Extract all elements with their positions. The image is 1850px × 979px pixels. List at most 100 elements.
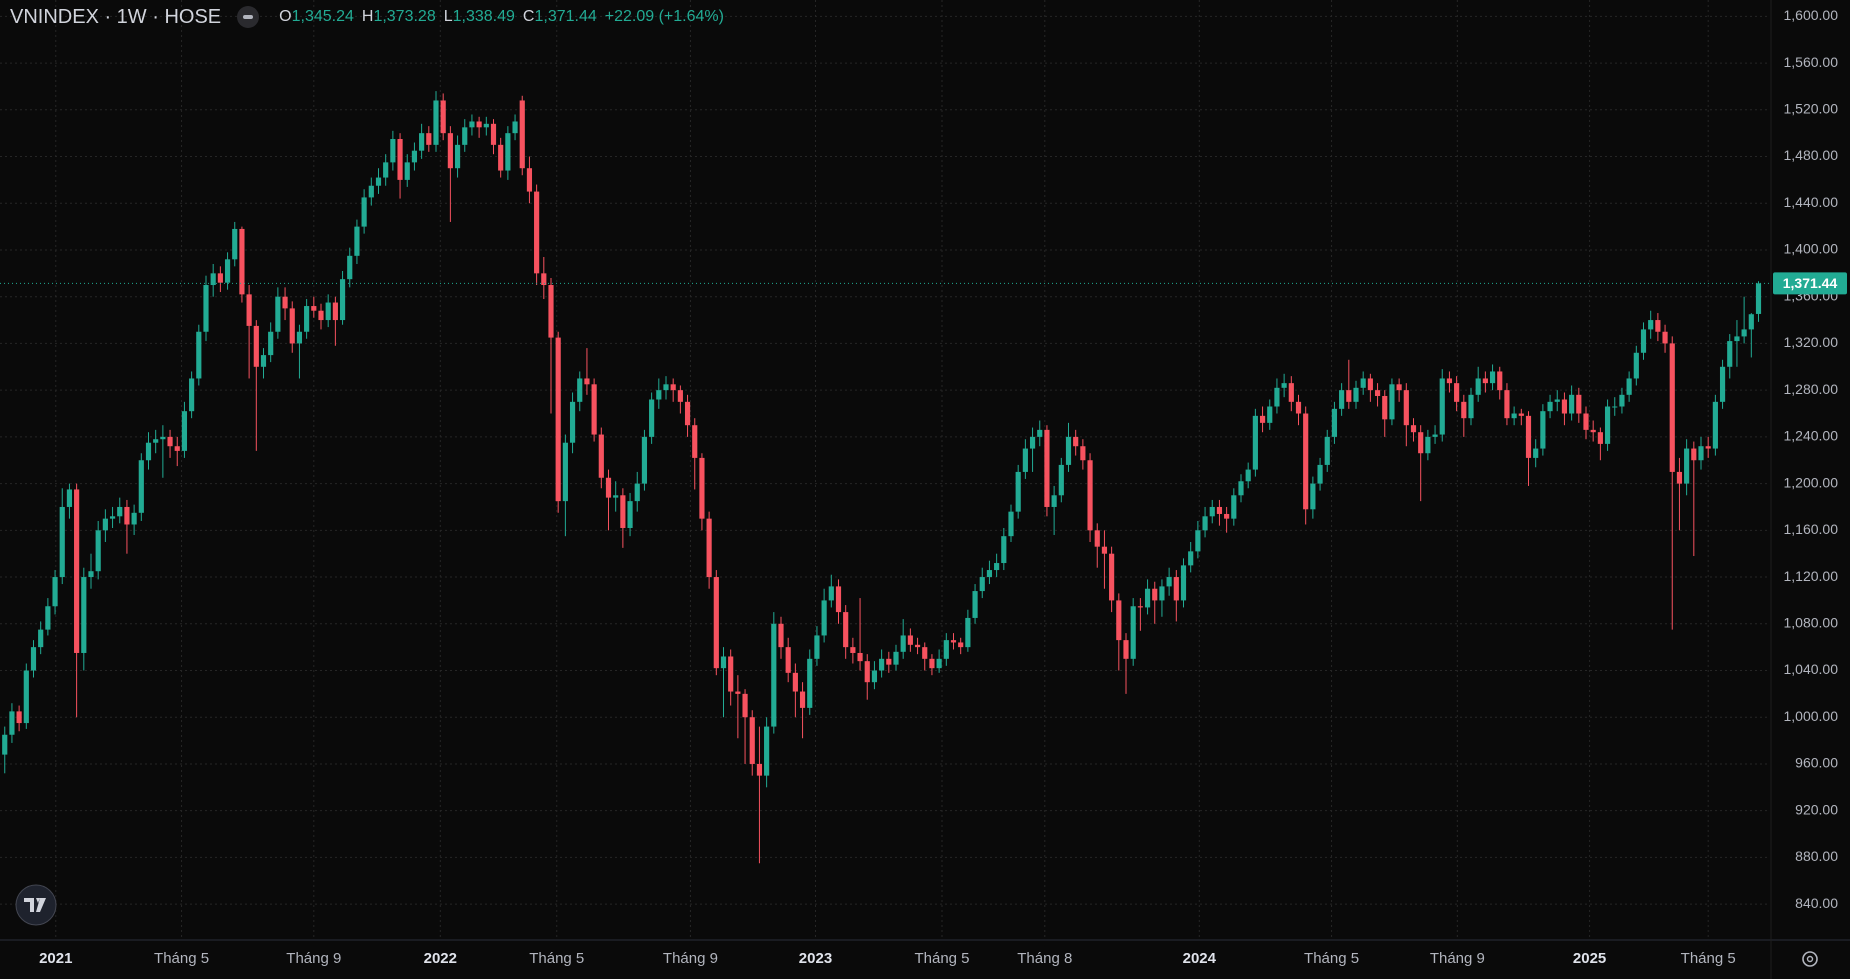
candle-body (792, 672, 798, 692)
candle-body (1109, 553, 1115, 601)
tv-logo[interactable] (15, 884, 57, 926)
candle-body (38, 629, 44, 648)
candle-body (66, 489, 73, 507)
candle-body (1015, 471, 1021, 512)
toggle-button[interactable] (237, 6, 260, 28)
candle-body (1022, 448, 1028, 472)
candle-body (1619, 394, 1625, 407)
candle-body (879, 658, 885, 671)
candle-body (1274, 387, 1280, 407)
candle-body (160, 436, 166, 440)
candle-body (1691, 448, 1697, 461)
candle-body (1303, 413, 1309, 510)
candle-body (886, 658, 892, 665)
legend-key: H (361, 8, 374, 25)
x-tick-label: Tháng 5 (529, 950, 584, 967)
candle-body (569, 401, 576, 443)
candle-body (1439, 378, 1445, 435)
candle-body (577, 378, 583, 402)
candle-body (1144, 588, 1151, 608)
candle-body (383, 162, 389, 178)
candle-body (23, 670, 29, 724)
candle-body (311, 306, 317, 311)
candle-body (332, 302, 338, 321)
last-price-label: 1,371.44 (1783, 275, 1838, 291)
x-tick-label: Tháng 5 (154, 950, 209, 967)
candle-body (684, 401, 691, 426)
candle-body (1418, 432, 1424, 454)
candle-body (59, 506, 65, 578)
candle-body (649, 399, 655, 437)
candle-body (397, 139, 403, 180)
x-tick-label: 2024 (1183, 950, 1217, 967)
candle-body (1504, 390, 1510, 419)
candle-body (1432, 434, 1438, 437)
logo-circle[interactable] (15, 884, 57, 926)
candle-body (304, 306, 310, 332)
candle-body (1073, 436, 1079, 447)
x-tick-label: Tháng 9 (286, 950, 341, 967)
candle-body (828, 586, 834, 601)
candle-body (203, 285, 209, 332)
candle-body (1734, 336, 1740, 342)
candle-body (1648, 320, 1654, 330)
candle-body (117, 506, 123, 517)
candle-body (692, 425, 698, 458)
candle-body (1281, 383, 1287, 388)
candle-body (145, 442, 152, 461)
candle-body (1547, 401, 1553, 412)
grid (0, 0, 1770, 938)
candle-body (153, 439, 159, 443)
candle-body (1461, 401, 1467, 419)
candle-body (1116, 600, 1122, 641)
candle-body (1137, 606, 1143, 608)
x-tick-label: 2023 (799, 950, 832, 967)
candle-body (1410, 425, 1417, 433)
legend-value: 1,345.24 (291, 8, 354, 25)
y-tick-label: 1,440.00 (1784, 194, 1839, 210)
legend-header: VNINDEX · 1W · HOSE O 1,345.24 H 1,373.28 L 1… (10, 4, 724, 30)
candle-body (1604, 406, 1611, 444)
candle-body (1245, 469, 1251, 482)
candle-body (189, 378, 195, 412)
candle-body (1482, 378, 1488, 384)
axes: 840.00 880.00 920.00 960.00 1,000.00 1,040.00… (39, 7, 1847, 967)
y-tick-label: 1,400.00 (1784, 241, 1839, 257)
candle-body (907, 635, 913, 645)
candle-body (1597, 432, 1603, 444)
candle-body (1727, 341, 1733, 367)
settings-icon[interactable] (1802, 951, 1818, 967)
candle-body (1252, 415, 1258, 470)
y-tick-label: 1,280.00 (1784, 381, 1839, 397)
candle-body (548, 285, 554, 338)
candle-body (1554, 399, 1560, 402)
candle-body (512, 121, 518, 134)
candle-body (483, 123, 489, 128)
candle-body (857, 652, 863, 662)
y-tick-label: 1,560.00 (1784, 54, 1839, 70)
candle-body (749, 717, 755, 764)
candle-body (1209, 506, 1215, 517)
candle-body (9, 711, 15, 735)
candle-body (534, 191, 540, 274)
candle-body (1166, 577, 1172, 587)
candle-body (224, 259, 231, 283)
x-tick-label: 2021 (39, 950, 72, 967)
candle-body (167, 436, 173, 447)
candle-body (210, 273, 216, 286)
candle-body (986, 570, 993, 578)
candle-body (30, 647, 37, 671)
candle-body (627, 501, 633, 528)
candle-body (900, 635, 906, 652)
y-tick-label: 1,160.00 (1784, 521, 1839, 537)
candle-body (462, 127, 468, 145)
candle-body (1216, 506, 1223, 514)
candle-body (275, 296, 281, 332)
candle-body (1295, 401, 1302, 414)
gear-ring[interactable] (1802, 951, 1818, 967)
y-tick-label: 840.00 (1795, 895, 1838, 911)
candle-body (375, 177, 382, 186)
candle-body (124, 506, 130, 525)
candle-body (196, 331, 202, 379)
candle-body (1101, 546, 1108, 554)
